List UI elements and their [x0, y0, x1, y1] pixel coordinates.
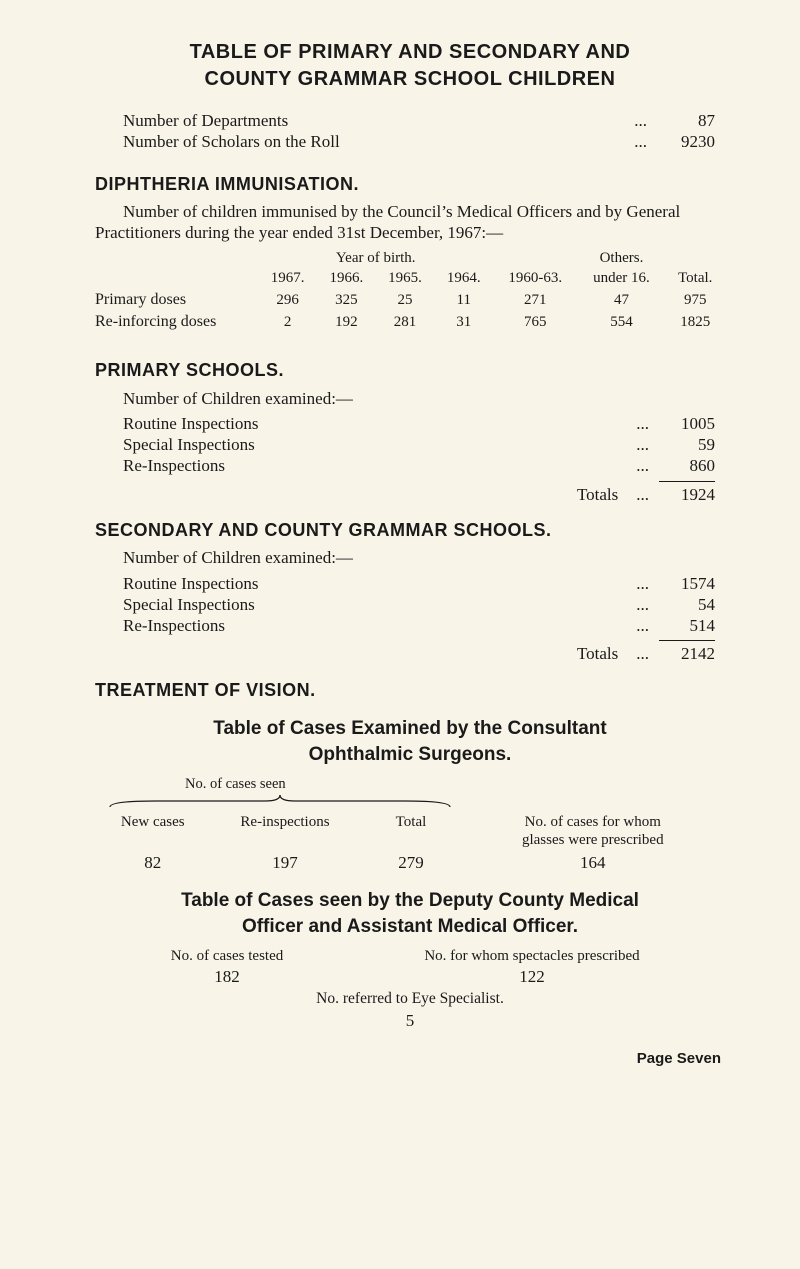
- val-reinspections: 197: [211, 852, 360, 873]
- secondary-totals: Totals ... 2142: [95, 643, 715, 664]
- inspection-row: Special Inspections...54: [123, 594, 715, 615]
- deputy-ref-value: 5: [95, 1010, 725, 1031]
- ellipsis: ...: [634, 110, 647, 131]
- ellipsis: ...: [634, 131, 647, 152]
- stat-row-scholars: Number of Scholars on the Roll ... 9230: [123, 131, 715, 152]
- secondary-lead: Number of Children examined:—: [123, 547, 715, 568]
- deputy-ref-label: No. referred to Eye Specialist.: [95, 989, 725, 1008]
- inspection-row: Re-Inspections...860: [123, 455, 715, 476]
- section-diphtheria-heading: DIPHTHERIA IMMUNISATION.: [95, 173, 725, 196]
- horizontal-rule: [659, 640, 715, 641]
- page-title-line2: COUNTY GRAMMAR SCHOOL CHILDREN: [95, 67, 725, 92]
- diphtheria-table: Year of birth. Others. 1967. 1966. 1965.…: [95, 248, 725, 334]
- col-new-cases: New cases: [97, 813, 209, 851]
- stat-value: 87: [655, 110, 715, 131]
- brace-row: [95, 793, 725, 809]
- consultant-cases-table: New cases Re-inspections Total No. of ca…: [95, 811, 725, 876]
- diphtheria-paragraph: Number of children immunised by the Coun…: [95, 201, 725, 244]
- col-total: Total: [361, 813, 460, 851]
- inspection-row: Re-Inspections...514: [123, 615, 715, 636]
- inspection-row: Routine Inspections...1005: [123, 413, 715, 434]
- stat-label: Number of Scholars on the Roll: [123, 131, 340, 152]
- deputy-right-label: No. for whom spectacles prescribed: [349, 947, 715, 966]
- cases-seen-label: No. of cases seen: [185, 775, 725, 793]
- table-row: Primary doses 296 325 25 11 271 47 975: [95, 289, 725, 311]
- section-primary-heading: PRIMARY SCHOOLS.: [95, 359, 725, 382]
- stat-row-departments: Number of Departments ... 87: [123, 110, 715, 131]
- deputy-values: 182 122: [105, 966, 715, 987]
- deputy-left-value: 182: [105, 966, 349, 987]
- vision-subhead-2a: Table of Cases seen by the Deputy County…: [95, 889, 725, 913]
- vision-subhead-2b: Officer and Assistant Medical Officer.: [95, 915, 725, 939]
- table-header-others: Others.: [577, 248, 665, 269]
- deputy-labels: No. of cases tested No. for whom spectac…: [105, 947, 715, 966]
- inspection-row: Routine Inspections...1574: [123, 573, 715, 594]
- val-total: 279: [361, 852, 460, 873]
- col-reinspections: Re-inspections: [211, 813, 360, 851]
- table-header-yearbirth: Year of birth.: [258, 248, 493, 269]
- col-prescribed: No. of cases for whom glasses were presc…: [463, 813, 723, 851]
- stat-value: 9230: [655, 131, 715, 152]
- val-new-cases: 82: [97, 852, 209, 873]
- deputy-left-label: No. of cases tested: [105, 947, 349, 966]
- table-header-row: 1967. 1966. 1965. 1964. 1960-63. under 1…: [95, 268, 725, 289]
- page-number-label: Page Seven: [95, 1050, 721, 1069]
- brace-icon: [105, 793, 455, 809]
- primary-totals: Totals ... 1924: [95, 484, 715, 505]
- vision-subhead-1b: Ophthalmic Surgeons.: [95, 743, 725, 767]
- section-vision-heading: TREATMENT OF VISION.: [95, 679, 725, 702]
- section-secondary-heading: SECONDARY AND COUNTY GRAMMAR SCHOOLS.: [95, 519, 725, 542]
- table-row: Re-inforcing doses 2 192 281 31 765 554 …: [95, 311, 725, 333]
- horizontal-rule: [659, 481, 715, 482]
- primary-lead: Number of Children examined:—: [123, 388, 715, 409]
- page-title-line1: TABLE OF PRIMARY AND SECONDARY AND: [95, 40, 725, 65]
- inspection-row: Special Inspections...59: [123, 434, 715, 455]
- vision-subhead-1a: Table of Cases Examined by the Consultan…: [95, 717, 725, 741]
- deputy-right-value: 122: [349, 966, 715, 987]
- stat-label: Number of Departments: [123, 110, 288, 131]
- val-prescribed: 164: [463, 852, 723, 873]
